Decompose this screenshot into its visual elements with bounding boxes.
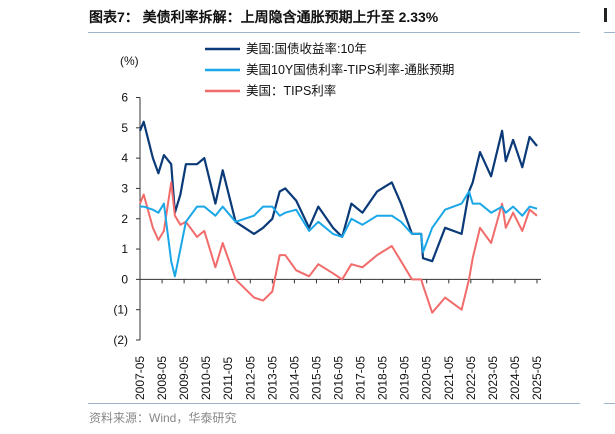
chart-title: 图表7： 美债利率拆解：上周隐含通胀预期上升至 2.33% — [89, 9, 439, 25]
y-tick-label: 5 — [121, 121, 128, 135]
adjacent-panel-edge — [604, 8, 607, 22]
series-line-0 — [138, 120, 538, 263]
x-tick-label: 2012-05 — [243, 356, 257, 400]
adjacent-divider — [604, 32, 615, 33]
x-tick-label: 2015-05 — [309, 356, 323, 400]
x-tick-label: 2018-05 — [376, 356, 390, 400]
x-tick-label: 2016-05 — [332, 356, 346, 400]
adjacent-divider-bottom — [604, 403, 615, 404]
x-tick-label: 2021-05 — [442, 356, 456, 400]
series-line-1 — [140, 190, 538, 278]
x-tick-label: 2024-05 — [508, 356, 522, 400]
series-lines — [138, 120, 538, 314]
axes: 6 5 4 3 2 1 0 (1) (2) 2007-05 2008-05 2009-05 2010-0… — [113, 91, 544, 401]
source-divider — [88, 403, 580, 404]
y-tick-label: (1) — [113, 303, 128, 317]
y-tick-label: 0 — [121, 272, 128, 286]
y-tick-label: 3 — [121, 181, 128, 195]
x-tick-label: 2014-05 — [287, 356, 301, 400]
legend-label-1: 美国10Y国债利率-TIPS利率-通胀预期 — [246, 62, 454, 77]
y-tick-label: 4 — [121, 151, 128, 165]
x-tick-label: 2009-05 — [177, 356, 191, 400]
x-tick-label: 2011-05 — [221, 357, 235, 400]
legend: 美国:国债收益率:10年美国10Y国债利率-TIPS利率-通胀预期美国：TIPS… — [205, 41, 454, 98]
y-tick-label: 1 — [121, 242, 128, 256]
y-tick-label: 2 — [121, 212, 128, 226]
x-tick-label: 2013-05 — [265, 356, 279, 400]
y-tick-label: 6 — [121, 91, 128, 105]
x-tick-label: 2020-05 — [420, 356, 434, 400]
legend-label-0: 美国:国债收益率:10年 — [246, 41, 367, 56]
x-tick-label: 2023-05 — [486, 356, 500, 400]
y-tick-label: (2) — [113, 333, 128, 347]
x-tick-label: 2007-05 — [133, 356, 147, 400]
x-tick-label: 2010-05 — [199, 356, 213, 400]
y-axis-label: (%) — [120, 54, 139, 68]
series-line-2 — [139, 181, 538, 314]
x-tick-label: 2019-05 — [398, 356, 412, 400]
x-tick-label: 2008-05 — [155, 356, 169, 400]
x-tick-label: 2017-05 — [354, 356, 368, 400]
title-divider — [88, 32, 580, 33]
legend-label-2: 美国：TIPS利率 — [246, 83, 336, 98]
x-tick-label: 2022-05 — [464, 356, 478, 400]
source-note: 资料来源：Wind，华泰研究 — [89, 411, 237, 425]
x-tick-label: 2025-05 — [530, 356, 544, 400]
